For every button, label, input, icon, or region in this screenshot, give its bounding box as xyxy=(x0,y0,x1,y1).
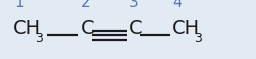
Text: C: C xyxy=(129,19,142,38)
Text: 1: 1 xyxy=(14,0,24,10)
Text: 4: 4 xyxy=(172,0,182,10)
Text: 2: 2 xyxy=(81,0,90,10)
Text: CH: CH xyxy=(172,19,200,38)
Text: C: C xyxy=(81,19,94,38)
Text: CH: CH xyxy=(13,19,41,38)
Text: 3: 3 xyxy=(129,0,138,10)
Text: 3: 3 xyxy=(195,33,202,45)
Text: 3: 3 xyxy=(35,33,43,45)
